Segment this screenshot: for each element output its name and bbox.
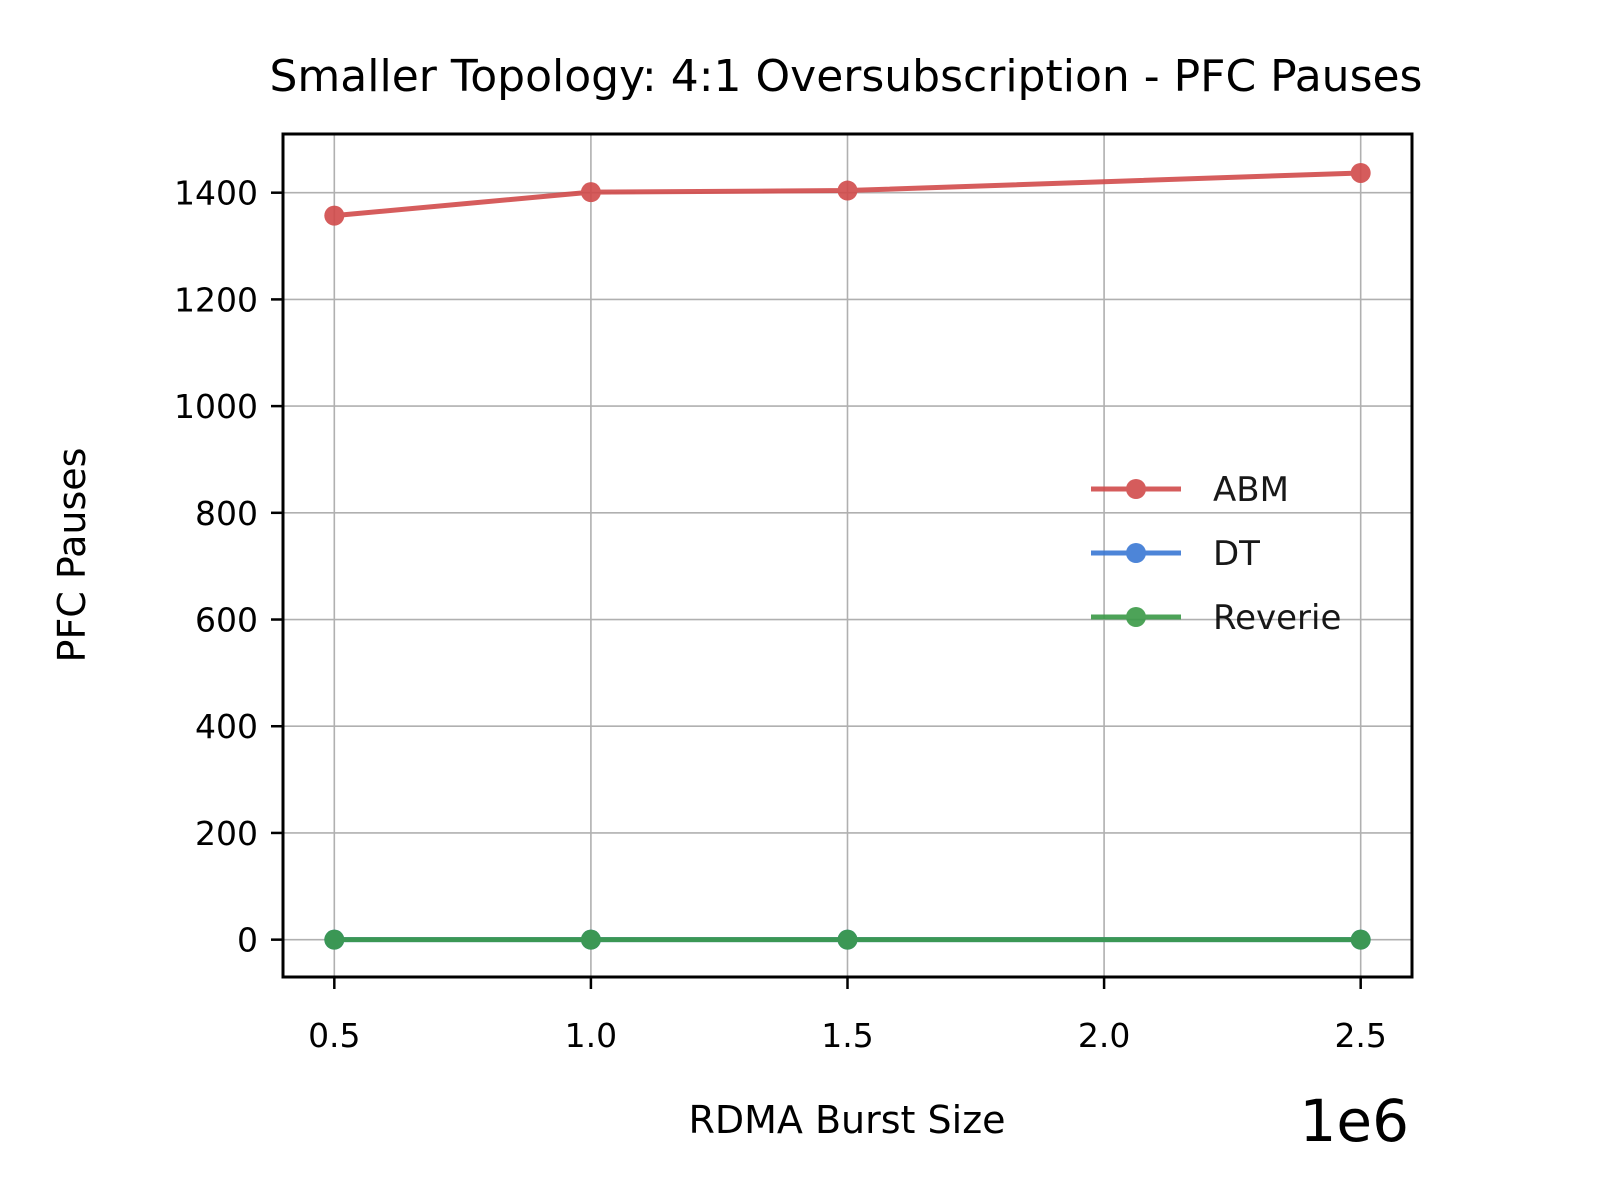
x-offset-label: 1e6 bbox=[1300, 1087, 1410, 1155]
x-tick-label: 1.5 bbox=[821, 1016, 873, 1055]
legend-swatch-marker bbox=[1126, 543, 1146, 563]
legend: ABM DT Reverie bbox=[1091, 470, 1341, 638]
legend-label: ABM bbox=[1213, 470, 1289, 510]
x-axis-label: RDMA Burst Size bbox=[688, 1098, 1005, 1142]
x-tick-label: 0.5 bbox=[308, 1016, 360, 1055]
data-point bbox=[1350, 162, 1371, 183]
legend-item-dt: DT bbox=[1091, 534, 1260, 574]
legend-item-abm: ABM bbox=[1091, 470, 1289, 510]
data-point bbox=[580, 929, 601, 950]
y-tick-label: 0 bbox=[237, 921, 258, 960]
data-point bbox=[580, 182, 601, 203]
series-lines bbox=[324, 162, 1371, 950]
series-reverie bbox=[324, 929, 1371, 950]
data-point bbox=[324, 929, 345, 950]
data-point bbox=[1350, 929, 1371, 950]
axis-ticks: 0.5 1.0 1.5 2.0 2.5 0 200 400 600 800 1000 1200 1400 bbox=[174, 174, 1387, 1055]
legend-label: DT bbox=[1213, 534, 1260, 574]
data-point bbox=[324, 205, 345, 226]
series-abm bbox=[324, 162, 1371, 226]
legend-swatch-marker bbox=[1126, 479, 1146, 499]
x-tick-label: 2.5 bbox=[1334, 1016, 1386, 1055]
y-tick-label: 1200 bbox=[174, 280, 258, 319]
y-tick-label: 800 bbox=[195, 494, 258, 533]
chart-title: Smaller Topology: 4:1 Oversubscription -… bbox=[270, 51, 1423, 102]
y-axis-label: PFC Pauses bbox=[50, 448, 94, 663]
x-tick-label: 1.0 bbox=[565, 1016, 617, 1055]
series-line bbox=[334, 170, 1361, 219]
legend-swatch-marker bbox=[1126, 607, 1146, 627]
y-tick-label: 1400 bbox=[174, 174, 258, 213]
data-point bbox=[837, 929, 858, 950]
legend-label: Reverie bbox=[1213, 598, 1341, 638]
y-tick-label: 400 bbox=[195, 707, 258, 746]
y-tick-label: 600 bbox=[195, 601, 258, 640]
x-tick-label: 2.0 bbox=[1078, 1016, 1130, 1055]
data-point bbox=[837, 180, 858, 201]
y-tick-label: 1000 bbox=[174, 387, 258, 426]
legend-item-reverie: Reverie bbox=[1091, 598, 1341, 638]
y-tick-label: 200 bbox=[195, 814, 258, 853]
